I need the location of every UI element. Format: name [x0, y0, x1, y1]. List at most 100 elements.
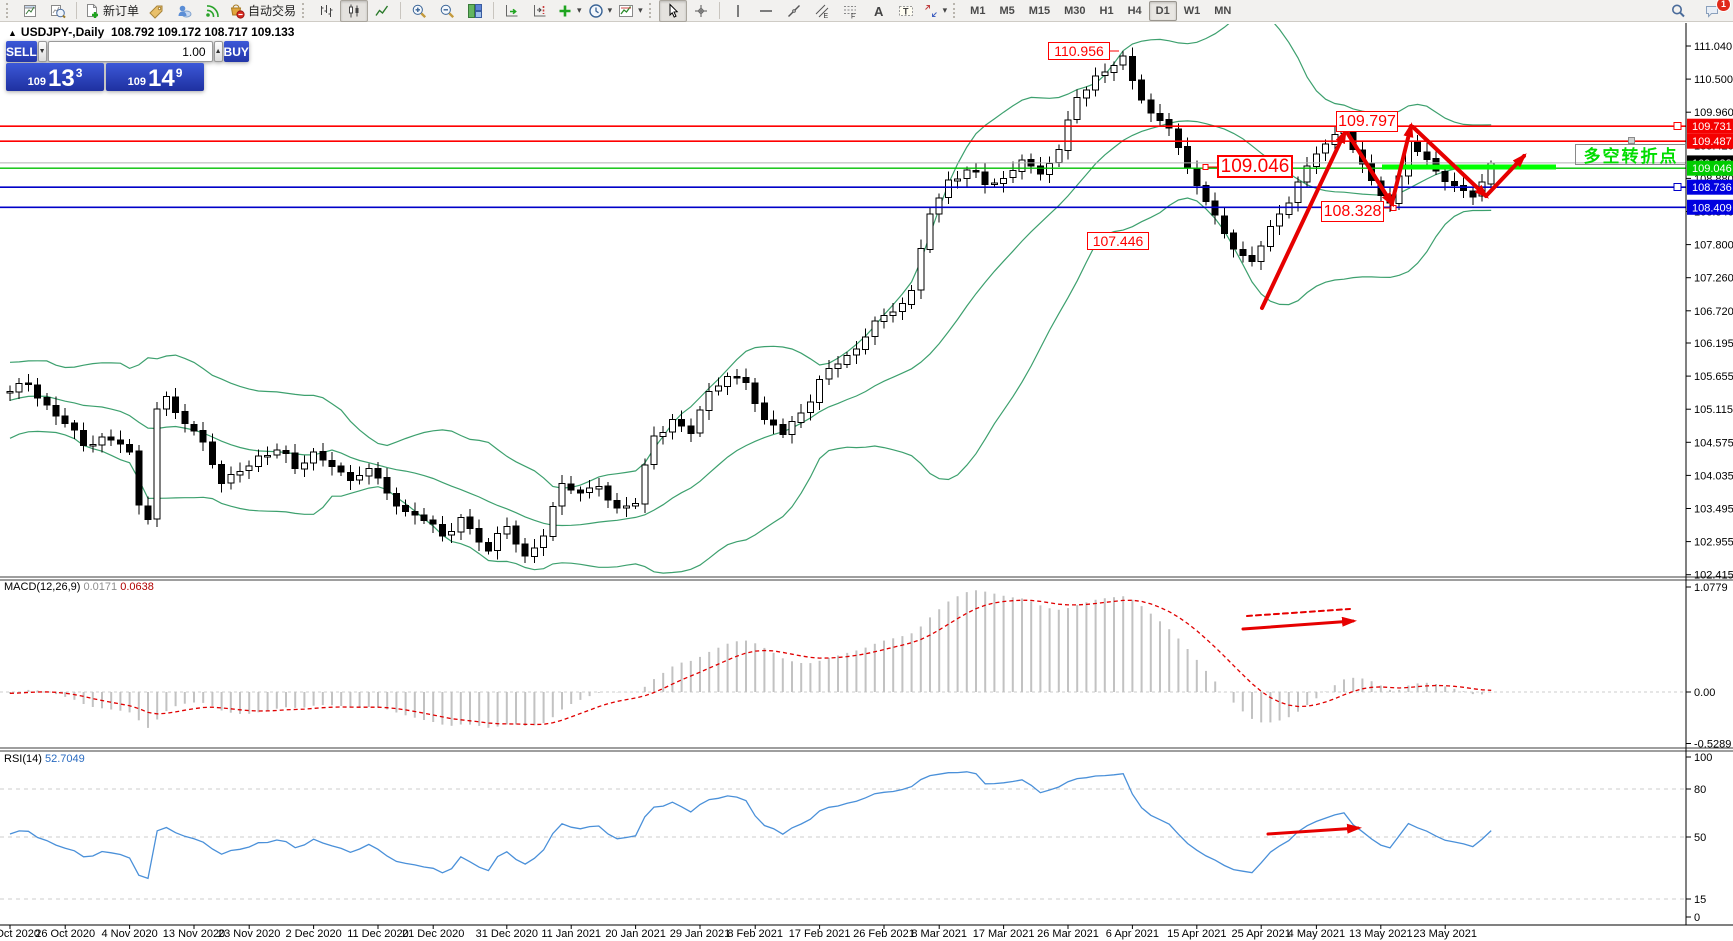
- zoom-out-button[interactable]: [433, 0, 461, 22]
- svg-text:21 Dec 2020: 21 Dec 2020: [402, 928, 464, 940]
- sell-button[interactable]: SELL: [6, 41, 37, 62]
- buy-button[interactable]: BUY: [223, 41, 249, 62]
- community-button[interactable]: [170, 0, 198, 22]
- crosshair-icon: [694, 4, 707, 17]
- text-icon: A: [874, 4, 884, 19]
- vertical-line-button[interactable]: [724, 0, 752, 22]
- svg-text:108.409: 108.409: [1692, 202, 1732, 214]
- price-annotation-box[interactable]: 109.046: [1217, 155, 1293, 178]
- dropdown-arrow-icon[interactable]: ▾: [942, 5, 948, 15]
- timeframe-m15-button[interactable]: M15: [1028, 4, 1051, 17]
- templates-button[interactable]: ▾: [615, 0, 646, 22]
- svg-text:F: F: [851, 13, 855, 19]
- buy-price-fraction: 9: [175, 66, 183, 80]
- dropdown-arrow-icon[interactable]: ▾: [607, 5, 613, 15]
- turning-point-note[interactable]: 多空转折点: [1575, 144, 1687, 166]
- timeframe-h4-button[interactable]: H4: [1127, 4, 1142, 17]
- signals-button[interactable]: [198, 0, 226, 22]
- svg-text:17 Feb 2021: 17 Feb 2021: [789, 928, 851, 940]
- zoom-in-button[interactable]: [405, 0, 433, 22]
- timeframe-m5-button[interactable]: M5: [999, 4, 1015, 17]
- horizontal-line-button[interactable]: [752, 0, 780, 22]
- sell-price-display[interactable]: 109 13 3: [6, 63, 104, 91]
- pane-separators[interactable]: [0, 576, 1733, 752]
- chart-shift-button[interactable]: [526, 0, 554, 22]
- notification-badge: 1: [1716, 0, 1731, 12]
- bar-chart-icon: [321, 4, 333, 17]
- dropdown-arrow-icon[interactable]: ▾: [577, 5, 582, 15]
- svg-text:103.495: 103.495: [1694, 504, 1733, 516]
- red-trend-arrows[interactable]: [1241, 122, 1527, 836]
- fibonacci-button[interactable]: F: [836, 0, 864, 22]
- new-chart-button[interactable]: [16, 0, 44, 22]
- svg-text:31 Dec 2020: 31 Dec 2020: [476, 928, 538, 940]
- tile-windows-button[interactable]: [461, 0, 489, 22]
- svg-text:107.260: 107.260: [1694, 273, 1733, 285]
- volume-input[interactable]: [47, 41, 213, 62]
- timeframe-m30-button[interactable]: M30: [1064, 4, 1086, 17]
- toolbar-grip[interactable]: [953, 3, 958, 18]
- volume-decrease-button[interactable]: ▼: [37, 41, 47, 62]
- trendline-button[interactable]: [780, 0, 808, 22]
- new-order-button[interactable]: 新订单: [81, 0, 142, 22]
- search-button[interactable]: [1664, 0, 1692, 22]
- notifications-button[interactable]: 1: [1698, 0, 1731, 22]
- dropdown-arrow-icon[interactable]: ▾: [638, 5, 643, 15]
- svg-text:104.035: 104.035: [1694, 470, 1733, 482]
- chart-ohlc-values: 108.792 109.172 108.717 109.133: [110, 25, 295, 39]
- one-click-trading-panel: SELL ▼ ▲ BUY 109 13 3 109 14 9: [6, 41, 249, 91]
- autotrade-icon: [230, 4, 245, 19]
- price-tag-button[interactable]: [142, 0, 170, 22]
- svg-text:13 May 2021: 13 May 2021: [1349, 928, 1413, 940]
- note-selection-handle[interactable]: [1628, 137, 1635, 144]
- crosshair-button[interactable]: [687, 0, 715, 22]
- candlestick-chart-button[interactable]: [340, 0, 369, 22]
- toolbar-grip[interactable]: [6, 3, 11, 18]
- price-annotation-box[interactable]: 107.446: [1087, 232, 1149, 250]
- toolbar-grip[interactable]: [302, 3, 307, 18]
- svg-text:26 Mar 2021: 26 Mar 2021: [1037, 928, 1099, 940]
- equidistant-channel-button[interactable]: E: [808, 0, 836, 22]
- svg-text:102.415: 102.415: [1694, 570, 1733, 582]
- price-annotation-box[interactable]: 109.797: [1336, 111, 1398, 132]
- timeframe-m1-button[interactable]: M1: [970, 4, 986, 17]
- toolbar-grip[interactable]: [648, 3, 654, 18]
- annotation-leaders: [1110, 50, 1682, 211]
- text-button[interactable]: A: [864, 0, 892, 22]
- price-annotation-box[interactable]: 108.328: [1321, 201, 1384, 222]
- autotrade-button[interactable]: 自动交易: [226, 0, 299, 22]
- rsi-label: RSI(14) 52.7049: [4, 753, 85, 765]
- svg-text:105.115: 105.115: [1694, 404, 1733, 416]
- price-level-tags: 109.731109.487109.133109.046108.736108.4…: [1687, 118, 1733, 215]
- timeframe-w1-button[interactable]: W1: [1183, 4, 1201, 17]
- svg-text:8 Feb 2021: 8 Feb 2021: [727, 928, 783, 940]
- svg-text:105.655: 105.655: [1694, 371, 1733, 383]
- svg-text:11 Jan 2021: 11 Jan 2021: [541, 928, 601, 940]
- text-label-button[interactable]: T: [892, 0, 920, 22]
- price-annotation-box[interactable]: 110.956: [1048, 42, 1110, 60]
- timeframe-mn-button[interactable]: MN: [1214, 4, 1232, 17]
- volume-increase-button[interactable]: ▲: [213, 41, 223, 62]
- macd-axis[interactable]: 1.0779 0.00 -0.5289: [1686, 582, 1731, 751]
- collapse-panel-icon[interactable]: ▲: [8, 28, 17, 38]
- line-chart-button[interactable]: [368, 0, 396, 22]
- periods-button[interactable]: ▾: [585, 0, 616, 22]
- svg-text:109.046: 109.046: [1692, 163, 1732, 175]
- svg-text:25 Apr 2021: 25 Apr 2021: [1232, 928, 1291, 940]
- autoscroll-button[interactable]: [498, 0, 526, 22]
- timeframe-d1-button[interactable]: D1: [1148, 0, 1177, 21]
- zoom-in-icon: [412, 4, 427, 18]
- rsi-axis[interactable]: 100 80 50 15 0: [1686, 752, 1712, 924]
- cursor-button[interactable]: [658, 0, 687, 22]
- line-chart-icon: [375, 5, 389, 16]
- timeframe-h1-button[interactable]: H1: [1099, 4, 1114, 17]
- profiles-button[interactable]: [44, 0, 72, 22]
- buy-price-display[interactable]: 109 14 9: [106, 63, 204, 91]
- chart-symbol-period: USDJPY-,Daily: [20, 25, 105, 39]
- indicators-button[interactable]: ▾: [554, 0, 585, 22]
- toolbar-separator: [718, 2, 720, 19]
- arrows-button[interactable]: ▾: [920, 0, 951, 22]
- bar-chart-button[interactable]: [312, 0, 340, 22]
- macd-indicator: [0, 590, 1686, 728]
